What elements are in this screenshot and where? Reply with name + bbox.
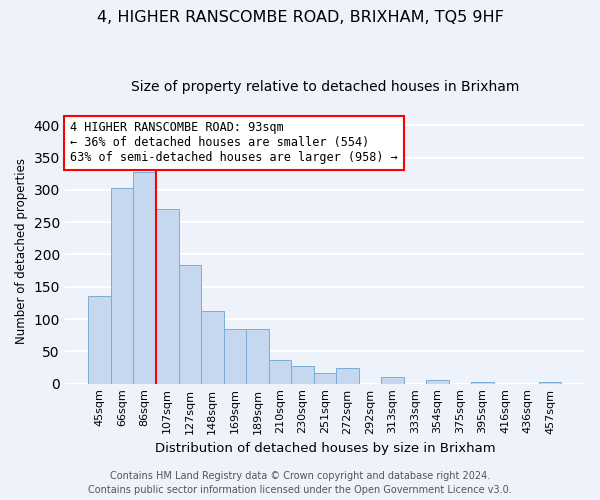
Bar xyxy=(291,366,314,384)
Title: Size of property relative to detached houses in Brixham: Size of property relative to detached ho… xyxy=(131,80,519,94)
Bar xyxy=(133,172,156,384)
Bar xyxy=(201,310,224,384)
Bar xyxy=(426,380,449,384)
Bar xyxy=(224,330,246,384)
Bar xyxy=(471,382,494,384)
Y-axis label: Number of detached properties: Number of detached properties xyxy=(15,158,28,344)
Bar xyxy=(156,208,179,384)
Bar xyxy=(179,266,201,384)
Bar xyxy=(336,368,359,384)
Bar xyxy=(246,330,269,384)
Text: Contains HM Land Registry data © Crown copyright and database right 2024.
Contai: Contains HM Land Registry data © Crown c… xyxy=(88,471,512,495)
X-axis label: Distribution of detached houses by size in Brixham: Distribution of detached houses by size … xyxy=(155,442,495,455)
Bar xyxy=(269,360,291,384)
Text: 4 HIGHER RANSCOMBE ROAD: 93sqm
← 36% of detached houses are smaller (554)
63% of: 4 HIGHER RANSCOMBE ROAD: 93sqm ← 36% of … xyxy=(70,122,398,164)
Bar xyxy=(314,372,336,384)
Text: 4, HIGHER RANSCOMBE ROAD, BRIXHAM, TQ5 9HF: 4, HIGHER RANSCOMBE ROAD, BRIXHAM, TQ5 9… xyxy=(97,10,503,25)
Bar xyxy=(539,382,562,384)
Bar xyxy=(381,376,404,384)
Bar xyxy=(88,296,111,384)
Bar xyxy=(111,188,133,384)
